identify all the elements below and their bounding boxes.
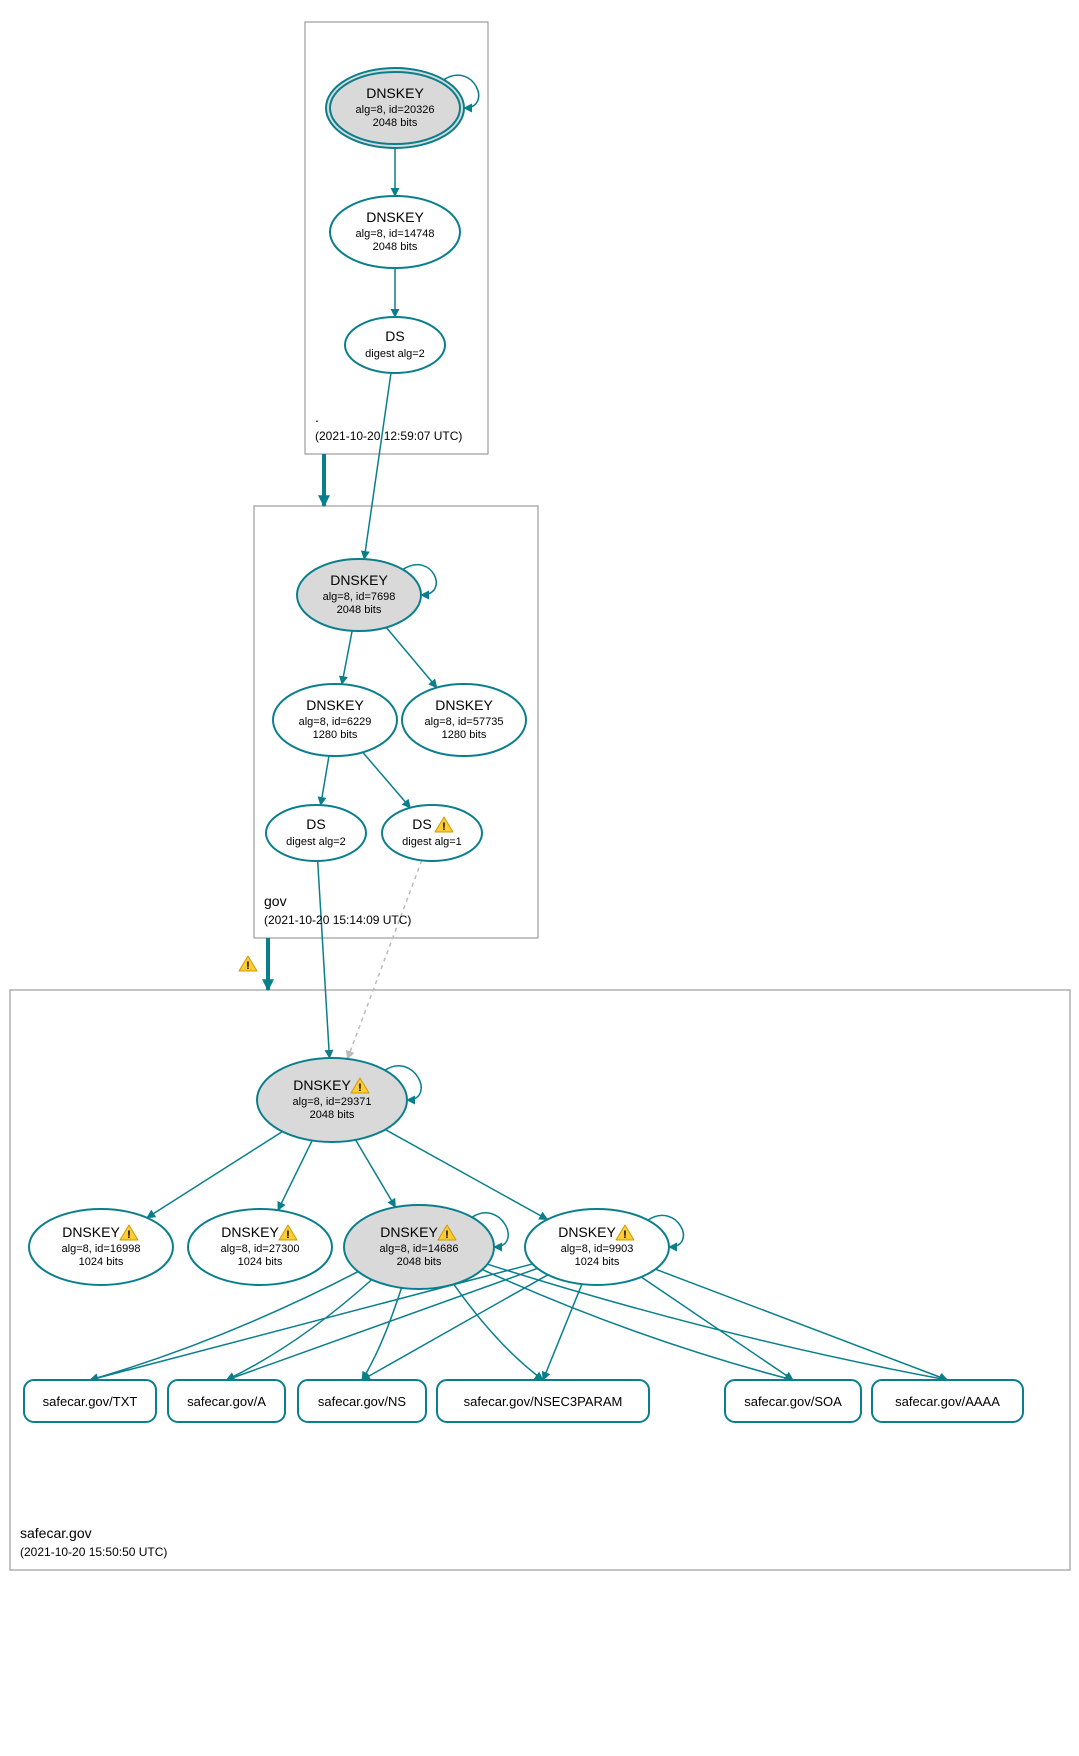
node-title: DNSKEY xyxy=(306,697,364,713)
record-box: safecar.gov/TXT xyxy=(24,1380,156,1422)
edge xyxy=(356,1140,396,1207)
edge xyxy=(147,1132,282,1218)
node-subtitle2: 2048 bits xyxy=(310,1109,355,1121)
zone-timestamp: (2021-10-20 15:14:09 UTC) xyxy=(264,913,411,927)
edge xyxy=(386,627,437,687)
node-sc_k2: DNSKEY! alg=8, id=273001024 bits xyxy=(188,1209,332,1285)
node-sc_k4: DNSKEY! alg=8, id=99031024 bits xyxy=(525,1209,669,1285)
edge xyxy=(487,1264,947,1380)
node-title: DS xyxy=(385,328,404,344)
edge xyxy=(362,1288,401,1380)
edge xyxy=(278,1141,312,1211)
node-title: DNSKEY xyxy=(330,572,388,588)
node-title: DS xyxy=(412,816,431,832)
edge xyxy=(90,1264,533,1380)
node-root_ksk: DNSKEY alg=8, id=203262048 bits xyxy=(326,68,464,148)
node-gov_ds2: DS! digest alg=1 xyxy=(382,805,482,861)
node-subtitle: alg=8, id=14686 xyxy=(380,1243,459,1255)
node-title: DNSKEY xyxy=(380,1224,438,1240)
node-subtitle2: 1024 bits xyxy=(575,1256,620,1268)
svg-text:!: ! xyxy=(442,821,446,833)
edge xyxy=(342,631,352,684)
edge xyxy=(364,373,391,559)
edge xyxy=(90,1272,358,1380)
record-label: safecar.gov/TXT xyxy=(43,1394,138,1409)
warning-icon: ! xyxy=(239,956,257,972)
node-subtitle: alg=8, id=27300 xyxy=(221,1243,300,1255)
zone-timestamp: (2021-10-20 15:50:50 UTC) xyxy=(20,1545,167,1559)
record-label: safecar.gov/AAAA xyxy=(895,1394,1000,1409)
record-box: safecar.gov/NS xyxy=(298,1380,426,1422)
node-subtitle: alg=8, id=29371 xyxy=(293,1096,372,1108)
edge xyxy=(321,756,329,805)
node-title: DNSKEY xyxy=(62,1224,120,1240)
node-gov_ksk: DNSKEY alg=8, id=76982048 bits xyxy=(297,559,421,631)
zone-label: gov xyxy=(264,893,287,909)
node-title: DS xyxy=(306,816,325,832)
node-title: DNSKEY xyxy=(558,1224,616,1240)
node-root_ds: DS digest alg=2 xyxy=(345,317,445,373)
node-title: DNSKEY xyxy=(366,85,424,101)
node-subtitle2: 2048 bits xyxy=(373,241,418,253)
edge xyxy=(363,752,411,808)
node-subtitle2: 1280 bits xyxy=(313,729,358,741)
node-subtitle: digest alg=2 xyxy=(286,836,346,848)
node-subtitle2: 1280 bits xyxy=(442,729,487,741)
zone-timestamp: (2021-10-20 12:59:07 UTC) xyxy=(315,429,462,443)
node-sc_ksk: DNSKEY! alg=8, id=293712048 bits xyxy=(257,1058,407,1142)
svg-text:!: ! xyxy=(246,960,250,972)
edge xyxy=(347,860,421,1058)
node-sc_k3: DNSKEY! alg=8, id=146862048 bits xyxy=(344,1205,494,1289)
record-box: safecar.gov/SOA xyxy=(725,1380,861,1422)
node-subtitle: alg=8, id=57735 xyxy=(425,716,504,728)
node-subtitle: alg=8, id=9903 xyxy=(561,1243,634,1255)
record-box: safecar.gov/A xyxy=(168,1380,285,1422)
zone-label: . xyxy=(315,409,319,425)
record-label: safecar.gov/NSEC3PARAM xyxy=(464,1394,623,1409)
svg-text:!: ! xyxy=(127,1229,131,1241)
record-box: safecar.gov/NSEC3PARAM xyxy=(437,1380,649,1422)
zone-label: safecar.gov xyxy=(20,1525,92,1541)
node-subtitle: alg=8, id=6229 xyxy=(299,716,372,728)
node-root_zsk: DNSKEY alg=8, id=147482048 bits xyxy=(330,196,460,268)
node-title: DNSKEY xyxy=(435,697,493,713)
node-subtitle: alg=8, id=14748 xyxy=(356,228,435,240)
dnssec-diagram: ! DNSKEYalg=8, id=203262048 bitsDNSKEYal… xyxy=(0,0,1079,1756)
node-subtitle: alg=8, id=20326 xyxy=(356,104,435,116)
node-subtitle: digest alg=2 xyxy=(365,348,425,360)
edge xyxy=(318,861,330,1058)
edge xyxy=(454,1284,543,1380)
edge xyxy=(227,1280,372,1380)
node-title: DNSKEY xyxy=(293,1077,351,1093)
node-sc_k1: DNSKEY! alg=8, id=169981024 bits xyxy=(29,1209,173,1285)
node-subtitle2: 2048 bits xyxy=(373,117,418,129)
node-subtitle: digest alg=1 xyxy=(402,836,462,848)
node-subtitle2: 1024 bits xyxy=(79,1256,124,1268)
node-subtitle2: 1024 bits xyxy=(238,1256,283,1268)
record-label: safecar.gov/SOA xyxy=(744,1394,842,1409)
node-gov_zsk1: DNSKEY alg=8, id=62291280 bits xyxy=(273,684,397,756)
node-gov_zsk2: DNSKEY alg=8, id=577351280 bits xyxy=(402,684,526,756)
node-subtitle: alg=8, id=7698 xyxy=(323,591,396,603)
node-gov_ds1: DS digest alg=2 xyxy=(266,805,366,861)
record-label: safecar.gov/A xyxy=(187,1394,266,1409)
record-label: safecar.gov/NS xyxy=(318,1394,406,1409)
edge xyxy=(362,1275,548,1380)
svg-text:!: ! xyxy=(445,1229,449,1241)
svg-text:!: ! xyxy=(358,1082,362,1094)
node-subtitle: alg=8, id=16998 xyxy=(62,1243,141,1255)
node-subtitle2: 2048 bits xyxy=(337,604,382,616)
record-box: safecar.gov/AAAA xyxy=(872,1380,1023,1422)
node-title: DNSKEY xyxy=(366,209,424,225)
node-subtitle2: 2048 bits xyxy=(397,1256,442,1268)
svg-text:!: ! xyxy=(286,1229,290,1241)
node-title: DNSKEY xyxy=(221,1224,279,1240)
svg-text:!: ! xyxy=(623,1229,627,1241)
